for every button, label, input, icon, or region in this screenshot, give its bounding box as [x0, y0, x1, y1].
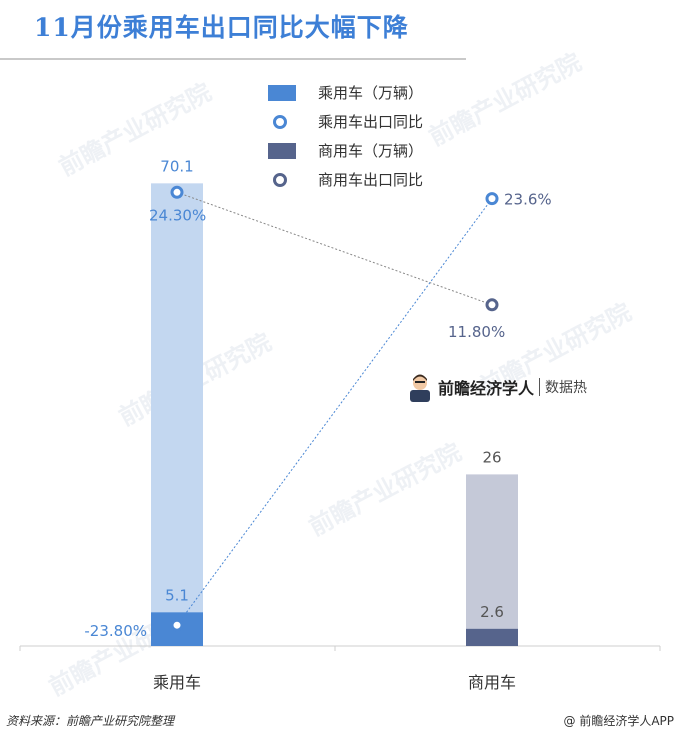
legend-item: 乘用车出口同比 — [268, 107, 423, 136]
legend-label: 商用车出口同比 — [318, 171, 424, 189]
yoy-point — [485, 298, 499, 312]
yoy-value-label: 24.30% — [149, 206, 206, 224]
yoy-line-passenger — [176, 191, 493, 306]
legend-swatch — [268, 84, 296, 101]
yoy-point — [170, 618, 184, 632]
bar-value-label: 2.6 — [480, 603, 504, 621]
legend-swatch — [268, 142, 296, 159]
footer-brand: @ 前瞻经济学人APP — [563, 714, 675, 728]
bar — [151, 183, 203, 646]
bar-value-label: 70.1 — [160, 157, 193, 175]
yoy-point — [170, 185, 184, 199]
yoy-value-label: -23.80% — [84, 622, 147, 640]
legend-label: 商用车（万辆） — [318, 142, 424, 160]
legend-label: 乘用车（万辆） — [318, 84, 424, 102]
legend-item: 商用车（万辆） — [268, 136, 423, 165]
badge-tag: 数据热 — [545, 380, 588, 396]
category-label: 乘用车 — [153, 673, 201, 692]
source-note: 资料来源：前瞻产业研究院整理 — [6, 714, 175, 728]
legend-label: 乘用车出口同比 — [318, 113, 424, 131]
bar — [466, 474, 518, 646]
bar-value-label: 5.1 — [165, 586, 189, 604]
category-label: 商用车 — [468, 673, 516, 692]
yoy-value-label: 11.80% — [448, 323, 505, 341]
legend-item: 乘用车（万辆） — [268, 78, 423, 107]
brand-badge: 前瞻经济学人 数据热 — [408, 372, 587, 402]
bar — [466, 628, 518, 646]
yoy-line-commercial — [176, 198, 493, 626]
avatar-icon — [410, 374, 430, 402]
bar-value-label: 26 — [482, 448, 501, 466]
chart-title: 11月份乘用车出口同比大幅下降 — [34, 13, 409, 42]
legend: 乘用车（万辆） 乘用车出口同比 商用车（万辆） 商用车出口同比 — [268, 78, 423, 194]
legend-item: 商用车出口同比 — [268, 165, 423, 194]
badge-divider — [539, 378, 541, 396]
title-divider — [0, 58, 466, 60]
legend-ring-marker — [273, 114, 287, 129]
legend-ring-marker — [273, 172, 287, 187]
yoy-value-label: 23.6% — [504, 191, 552, 209]
yoy-point — [485, 192, 499, 206]
badge-brand: 前瞻经济学人 — [438, 379, 535, 398]
